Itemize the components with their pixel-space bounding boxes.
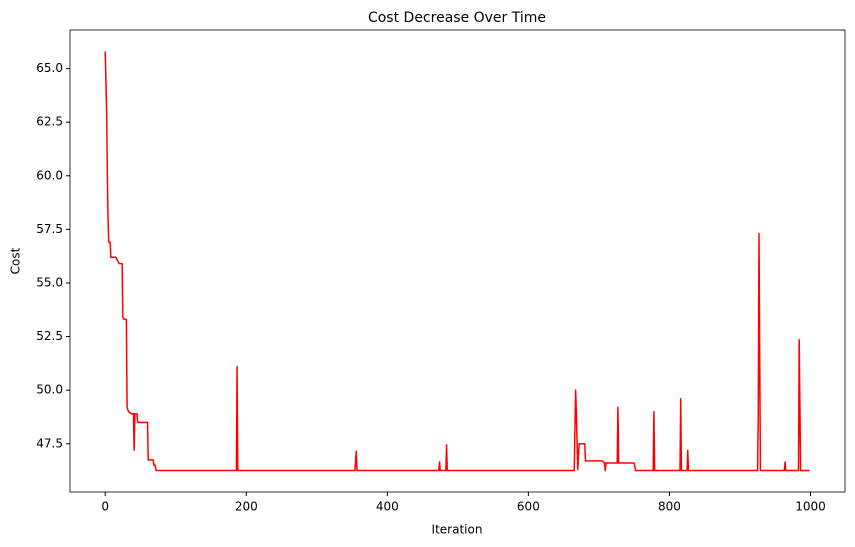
y-tick-label: 52.5 — [36, 329, 63, 343]
y-tick-label: 50.0 — [36, 383, 63, 397]
chart-title: Cost Decrease Over Time — [368, 10, 546, 26]
x-tick-label: 200 — [235, 500, 258, 514]
y-tick-label: 65.0 — [36, 61, 63, 75]
x-tick-label: 1000 — [795, 500, 826, 514]
y-tick-label: 55.0 — [36, 275, 63, 289]
cost-line — [104, 51, 810, 472]
y-axis-label: Cost — [9, 247, 23, 274]
x-tick-label: 800 — [658, 500, 681, 514]
x-axis-label: Iteration — [432, 523, 483, 537]
y-tick-label: 57.5 — [36, 222, 63, 236]
y-tick-label: 62.5 — [36, 115, 63, 129]
x-tick-label: 600 — [517, 500, 540, 514]
x-tick-label: 400 — [376, 500, 399, 514]
plot-frame — [69, 29, 846, 493]
y-tick-label: 47.5 — [36, 436, 63, 450]
x-tick-label: 0 — [101, 500, 109, 514]
y-tick-label: 60.0 — [36, 168, 63, 182]
